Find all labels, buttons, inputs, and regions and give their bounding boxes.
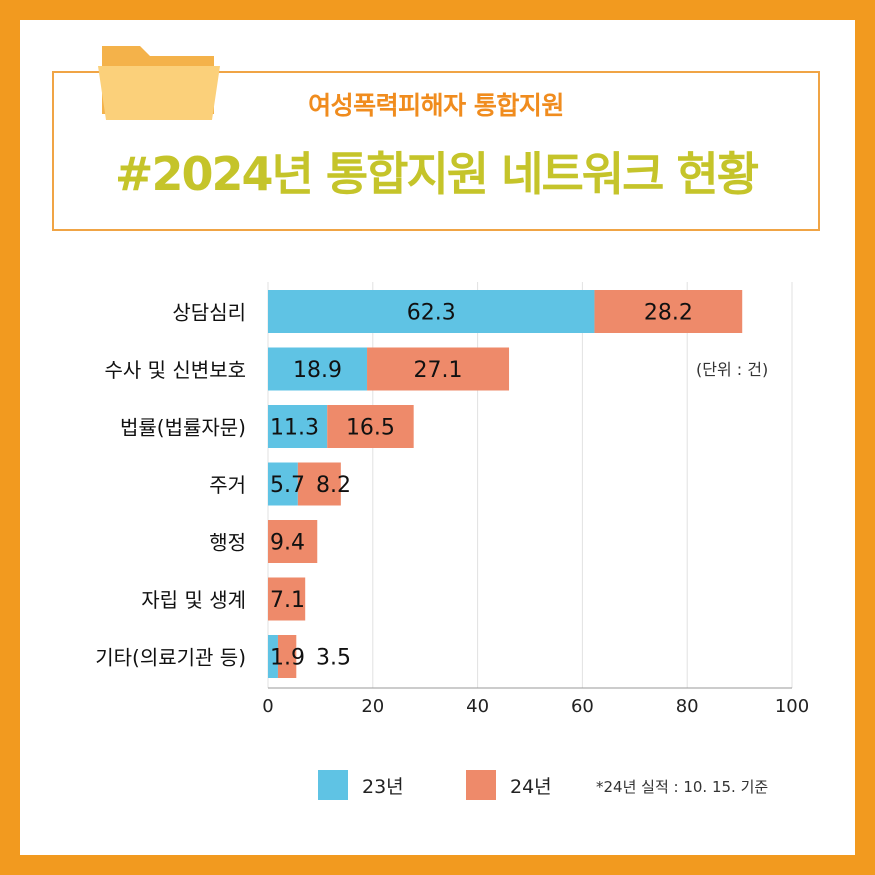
bar-segment	[594, 290, 743, 333]
category-label: 기타(의료기관 등)	[95, 646, 246, 670]
category-label: 행정	[209, 531, 246, 555]
x-tick-label: 40	[466, 696, 489, 717]
legend-swatch-23	[318, 770, 348, 800]
data-label: 3.5	[316, 646, 351, 671]
category-label: 주거	[209, 473, 246, 497]
data-label: 16.5	[346, 416, 395, 441]
bar-segment	[268, 577, 306, 621]
bar-segment	[327, 405, 414, 448]
data-label: 8.2	[316, 473, 351, 498]
folder-icon	[98, 46, 220, 120]
unit-label: (단위 : 건)	[696, 360, 769, 379]
bar-segment	[268, 290, 595, 333]
legend-label-23: 23년	[362, 776, 404, 798]
data-label: 5.7	[270, 473, 305, 498]
data-label: 28.2	[644, 301, 693, 326]
data-label: 7.1	[270, 588, 305, 613]
bar-segment	[277, 635, 297, 678]
data-label: 11.3	[270, 416, 319, 441]
x-tick-label: 100	[775, 696, 809, 717]
footnote: *24년 실적 : 10. 15. 기준	[596, 778, 769, 796]
legend-label-24: 24년	[510, 776, 552, 798]
data-label: 1.9	[270, 646, 305, 671]
category-label: 상담심리	[172, 301, 246, 325]
bar-segment	[268, 635, 278, 678]
x-tick-label: 60	[571, 696, 594, 717]
legend-swatch-24	[466, 770, 496, 800]
data-label: 27.1	[414, 358, 463, 383]
category-label: 법률(법률자문)	[120, 416, 246, 440]
bar-segment	[367, 347, 510, 391]
bar-segment	[268, 347, 368, 391]
x-tick-label: 0	[262, 696, 273, 717]
bar-segment	[297, 462, 341, 506]
data-label: 18.9	[293, 358, 342, 383]
x-tick-label: 80	[676, 696, 699, 717]
x-tick-label: 20	[361, 696, 384, 717]
bar-segment	[268, 405, 328, 448]
category-label: 수사 및 신변보호	[104, 358, 246, 382]
category-label: 자립 및 생계	[141, 588, 246, 612]
data-label: 9.4	[270, 531, 305, 556]
bar-segment	[268, 462, 298, 506]
subtitle: 여성폭력피해자 통합지원	[308, 91, 564, 120]
data-label: 62.3	[407, 301, 456, 326]
bar-segment	[268, 520, 318, 563]
page-title: #2024년 통합지원 네트워크 현황	[114, 147, 759, 201]
